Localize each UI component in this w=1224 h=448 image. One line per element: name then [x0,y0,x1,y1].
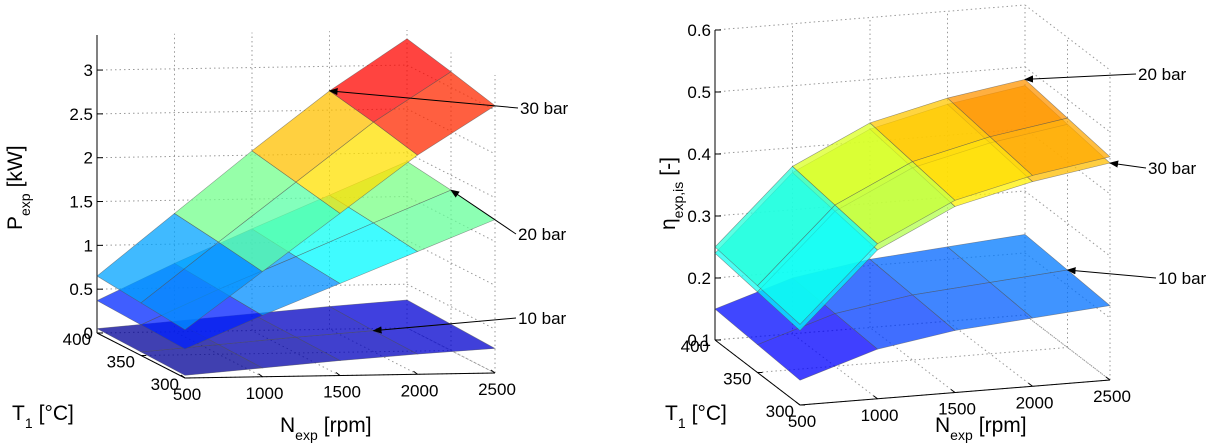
z-tick-label: 0.6 [687,21,711,40]
grid-line [406,152,496,199]
x-tick-label: 500 [788,412,816,431]
z-tick-label: 1.5 [69,193,93,212]
z-tick-label: 3 [84,61,93,80]
x-tick-label: 1500 [323,383,361,402]
y-tick-label: 400 [63,330,91,349]
annotation: 30 bar [1148,159,1197,178]
z-tick-label: 0.5 [687,83,711,102]
axis-label-unit: [°C] [692,402,727,425]
x-tick-label: 2500 [1093,387,1131,406]
x-tick-label: 1000 [861,406,899,425]
annotation-arrow [450,189,517,235]
tick-mark [1105,376,1111,381]
x-tick-label: 1000 [246,384,284,403]
axis-label-main: T [12,402,25,425]
annotation: 20 bar [518,225,567,244]
axis-label-main: N [935,414,950,437]
tick-mark [180,374,186,379]
tick-mark [1028,382,1033,387]
axis-label-main: η [657,218,680,230]
x-tick-label: 2500 [478,380,516,399]
axis-label-unit: [°C] [39,402,74,425]
annotation-arrow [372,317,517,334]
annotation-arrow [1109,160,1147,169]
tick-mark [873,395,878,400]
axis-label-sub: exp [950,427,973,443]
axis-label-unit: [rpm] [324,414,372,437]
axis-label-sub: exp,is [670,182,686,219]
x-tick-label: 1500 [938,400,976,419]
axis-label: ηexp,is [-] [657,157,686,230]
z-tick-label: 0.2 [687,269,711,288]
tick-mark [795,401,801,406]
surface-patch [372,71,496,156]
tick-mark [950,389,956,393]
surface-patch [989,117,1111,176]
axis-label-unit: [kW] [4,145,27,187]
z-tick-label: 0.3 [687,207,711,226]
axis-label-main: T [665,402,678,425]
axis-label-main: N [280,414,295,437]
axis-label-unit: [-] [657,157,680,176]
tick-mark [258,373,263,378]
axis-label: Pexp [kW] [4,145,33,230]
z-tick-label: 0 [84,324,93,343]
y-tick-label: 350 [107,353,135,372]
grid-line [406,239,496,286]
annotation-arrow [328,87,519,109]
axis-label-sub: 1 [678,415,686,431]
z-tick-label: 0.4 [687,145,711,164]
y-tick-label: 400 [681,337,709,356]
axis-label: Nexp [rpm] [935,414,1027,443]
y-tick-label: 300 [151,375,179,394]
x-tick-label: 2000 [1016,393,1054,412]
grid-line [406,196,496,242]
axis-label-main: P [4,216,27,230]
tick-mark [335,372,341,376]
z-tick-label: 2 [84,149,93,168]
axis-label: Nexp [rpm] [280,414,372,443]
annotation-arrow [1066,267,1157,279]
annotation-arrow [1024,73,1137,83]
annotation: 10 bar [1158,269,1207,288]
axis-label-sub: exp [295,427,318,443]
axis-label-unit: [rpm] [979,414,1027,437]
x-tick-label: 2000 [401,381,439,400]
z-tick-label: 0.1 [687,331,711,350]
annotation: 30 bar [520,99,569,118]
grid-line [406,108,496,155]
axis-label-sub: exp [17,193,33,216]
z-tick-label: 0.5 [69,280,93,299]
tick-mark [490,369,496,374]
z-tick-label: 1 [84,236,93,255]
y-tick-label: 300 [766,402,794,421]
axis-label-sub: 1 [25,415,33,431]
annotation: 20 bar [1138,65,1187,84]
grid-line [947,320,1033,387]
annotation: 10 bar [518,309,567,328]
tick-mark [413,370,418,375]
x-tick-label: 500 [173,385,201,404]
surface [714,79,1111,325]
z-tick-label: 2.5 [69,105,93,124]
axis-label: T1 [°C] [12,402,74,431]
y-tick-label: 350 [723,370,751,389]
axis-label: T1 [°C] [665,402,727,431]
grid-line [406,327,496,374]
